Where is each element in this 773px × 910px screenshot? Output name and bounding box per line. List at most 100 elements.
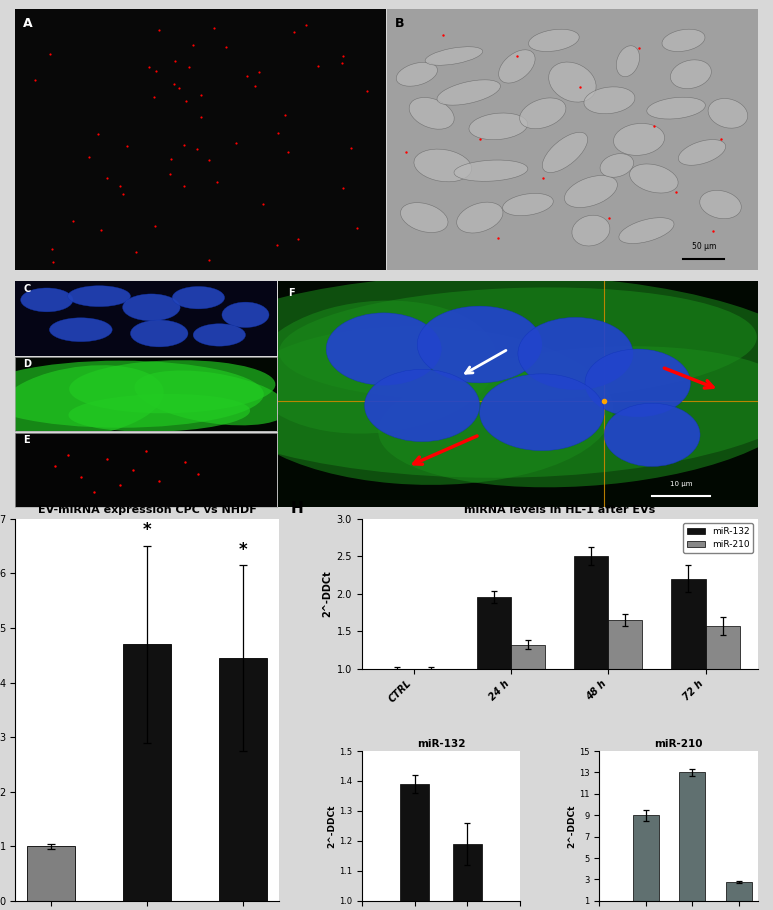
Point [83,150,96,165]
Point [117,187,129,201]
Title: miRNA levels in HL-1 after EVs: miRNA levels in HL-1 after EVs [464,505,656,515]
Point [511,49,523,64]
Point [46,241,58,256]
Ellipse shape [585,349,690,417]
Bar [511,644,545,743]
Point [130,245,142,259]
Ellipse shape [604,403,700,467]
Ellipse shape [0,360,264,428]
Point [208,21,220,35]
Point [249,79,261,94]
Point [361,84,373,98]
Ellipse shape [326,313,441,385]
Ellipse shape [409,97,455,129]
Bar [414,669,448,743]
Ellipse shape [629,164,678,193]
Point [300,18,312,33]
Point [536,171,549,186]
Ellipse shape [529,29,579,52]
Point [230,136,242,150]
Ellipse shape [425,46,482,66]
Ellipse shape [69,394,250,431]
Legend: miR-132, miR-210: miR-132, miR-210 [683,523,753,553]
Point [195,87,207,102]
Point [281,145,294,159]
Ellipse shape [131,320,188,347]
Point [292,232,305,247]
Bar [124,644,172,901]
Ellipse shape [679,139,726,166]
Point [257,197,269,211]
Point [114,179,126,194]
Ellipse shape [0,365,164,438]
Text: D: D [23,359,31,369]
Ellipse shape [662,29,705,52]
Bar [608,620,642,743]
Point [474,132,486,147]
Point [345,141,357,156]
Point [351,221,363,236]
Text: H: H [291,501,303,516]
Point [574,80,586,95]
Point [278,107,291,122]
Point [92,126,104,141]
Point [178,138,190,153]
Bar [574,556,608,743]
Ellipse shape [251,300,497,434]
Ellipse shape [457,202,503,233]
Point [337,48,349,63]
Ellipse shape [158,275,773,478]
Point [211,175,223,189]
Bar [679,773,705,910]
Y-axis label: 2^-DDCt: 2^-DDCt [322,571,332,617]
Point [272,126,284,141]
Point [168,76,180,91]
Ellipse shape [670,60,711,88]
Text: A: A [23,17,32,30]
Bar [706,626,740,743]
Point [191,142,203,157]
Text: B: B [395,17,404,30]
Ellipse shape [417,306,542,383]
Bar [453,844,482,910]
Bar [633,815,659,910]
Ellipse shape [49,318,112,341]
Point [43,46,56,61]
Ellipse shape [437,80,500,106]
Text: *: * [143,521,152,540]
Ellipse shape [469,113,528,140]
Bar [28,846,76,901]
Point [143,59,155,74]
Point [492,231,505,246]
Point [337,181,349,196]
Ellipse shape [519,98,566,128]
Text: 10 µm: 10 µm [669,480,692,487]
Point [127,462,139,477]
Title: EV-miRNA expression CPC vs NHDF: EV-miRNA expression CPC vs NHDF [38,505,257,515]
Point [75,470,87,485]
Y-axis label: 2^-DDCt: 2^-DDCt [327,804,336,848]
Point [62,448,74,462]
Point [49,459,61,473]
Point [148,89,160,104]
Point [336,56,349,70]
Ellipse shape [700,190,741,218]
Title: miR-132: miR-132 [417,739,465,749]
Point [180,93,192,107]
Bar [220,658,267,901]
Bar [672,579,706,743]
Point [100,170,113,185]
Ellipse shape [21,288,73,312]
Ellipse shape [231,326,613,485]
Bar [400,784,429,910]
Point [121,139,133,154]
Ellipse shape [172,287,225,308]
Point [400,146,412,160]
Point [114,478,126,492]
Point [670,184,683,198]
Point [179,455,192,470]
Ellipse shape [616,46,639,76]
Text: F: F [288,288,295,298]
Point [173,81,186,96]
Ellipse shape [69,360,275,413]
